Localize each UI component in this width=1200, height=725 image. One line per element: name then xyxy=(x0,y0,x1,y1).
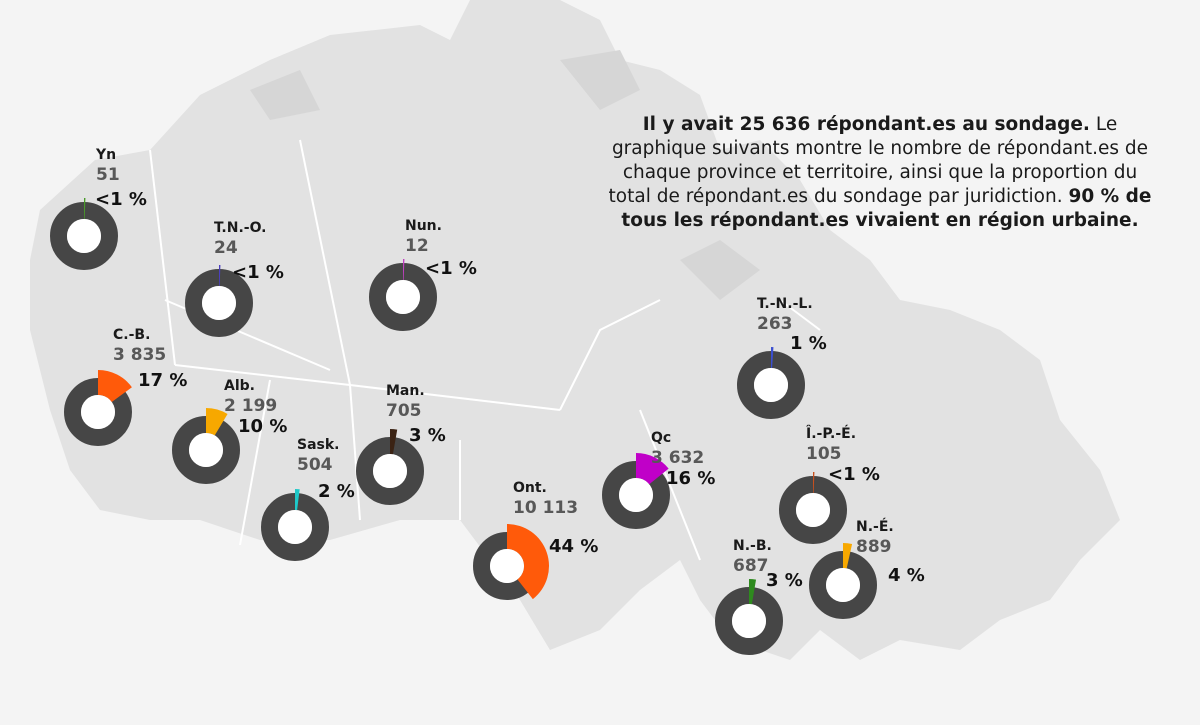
region-count-qc: 3 632 xyxy=(651,448,705,468)
donut-slice-tnl xyxy=(771,347,774,369)
region-pct-man: 3 % xyxy=(409,425,446,446)
region-abbr-yn: Yn xyxy=(96,147,117,163)
donut-slice-ne xyxy=(843,543,853,569)
region-abbr-nb: N.-B. xyxy=(733,538,772,554)
region-pct-ne: 4 % xyxy=(888,565,925,586)
province-borders xyxy=(149,139,821,561)
donut-slice-qc xyxy=(636,453,669,485)
region-count-sask: 504 xyxy=(297,455,333,475)
donut-hole-nb xyxy=(732,604,766,638)
region-abbr-tno: T.N.-O. xyxy=(214,220,267,236)
donut-hole-cb xyxy=(81,395,115,429)
intro-text: Il y avait 25 636 répondant.es au sondag… xyxy=(600,113,1160,233)
region-count-tno: 24 xyxy=(214,238,238,258)
donut-slice-nun xyxy=(403,259,405,281)
donut-slice-cb xyxy=(98,370,132,402)
region-count-yn: 51 xyxy=(96,165,120,185)
region-abbr-sask: Sask. xyxy=(297,437,340,453)
region-abbr-qc: Qc xyxy=(651,430,672,446)
region-abbr-man: Man. xyxy=(386,383,425,399)
region-count-nb: 687 xyxy=(733,556,769,576)
region-abbr-alb: Alb. xyxy=(224,378,255,394)
region-pct-qc: 16 % xyxy=(666,468,716,489)
donut-hole-tno xyxy=(202,286,236,320)
region-abbr-ne: N.-É. xyxy=(856,519,894,535)
region-abbr-cb: C.-B. xyxy=(113,327,151,343)
region-pct-yn: <1 % xyxy=(95,189,147,210)
donut-hole-yn xyxy=(67,219,101,253)
intro-body: Le graphique suivants montre le nombre d… xyxy=(608,114,1149,207)
donut-hole-nun xyxy=(386,280,420,314)
region-count-cb: 3 835 xyxy=(113,345,167,365)
intro-bold-lead: Il y avait 25 636 répondant.es au sondag… xyxy=(642,114,1090,135)
intro-bold-tail: 90 % de tous les répondant.es vivaient e… xyxy=(621,186,1152,231)
region-pct-cb: 17 % xyxy=(138,370,188,391)
donut-hole-sask xyxy=(278,510,312,544)
donut-hole-alb xyxy=(189,433,223,467)
donut-hole-ont xyxy=(490,549,524,583)
region-pct-ipe: <1 % xyxy=(828,464,880,485)
region-count-alb: 2 199 xyxy=(224,396,278,416)
donut-slice-ipe xyxy=(813,472,815,494)
region-pct-nun: <1 % xyxy=(425,258,477,279)
region-pct-tno: <1 % xyxy=(232,262,284,283)
donut-slice-tno xyxy=(219,265,221,287)
region-count-ne: 889 xyxy=(856,537,892,557)
region-count-tnl: 263 xyxy=(757,314,793,334)
donut-hole-ne xyxy=(826,568,860,602)
donut-slice-alb xyxy=(206,408,228,436)
donut-slice-yn xyxy=(84,197,86,220)
region-pct-ont: 44 % xyxy=(549,536,599,557)
donut-hole-qc xyxy=(619,478,653,512)
region-abbr-nun: Nun. xyxy=(405,218,442,234)
region-pct-alb: 10 % xyxy=(238,416,288,437)
donut-slice-sask xyxy=(295,489,300,511)
donut-slice-ont xyxy=(507,524,549,600)
donut-hole-man xyxy=(373,454,407,488)
region-count-nun: 12 xyxy=(405,236,429,256)
region-abbr-tnl: T.-N.-L. xyxy=(757,296,813,312)
region-pct-nb: 3 % xyxy=(766,570,803,591)
donut-slice-man xyxy=(390,429,398,455)
region-abbr-ipe: Î.-P.-É. xyxy=(806,426,857,442)
region-pct-tnl: 1 % xyxy=(790,333,827,354)
donut-hole-tnl xyxy=(754,368,788,402)
donut-hole-ipe xyxy=(796,493,830,527)
land-patches xyxy=(250,50,760,300)
region-count-ipe: 105 xyxy=(806,444,842,464)
region-abbr-ont: Ont. xyxy=(513,480,547,496)
region-count-man: 705 xyxy=(386,401,422,421)
region-count-ont: 10 113 xyxy=(513,498,579,518)
donut-slice-nb xyxy=(749,579,757,605)
region-pct-sask: 2 % xyxy=(318,481,355,502)
